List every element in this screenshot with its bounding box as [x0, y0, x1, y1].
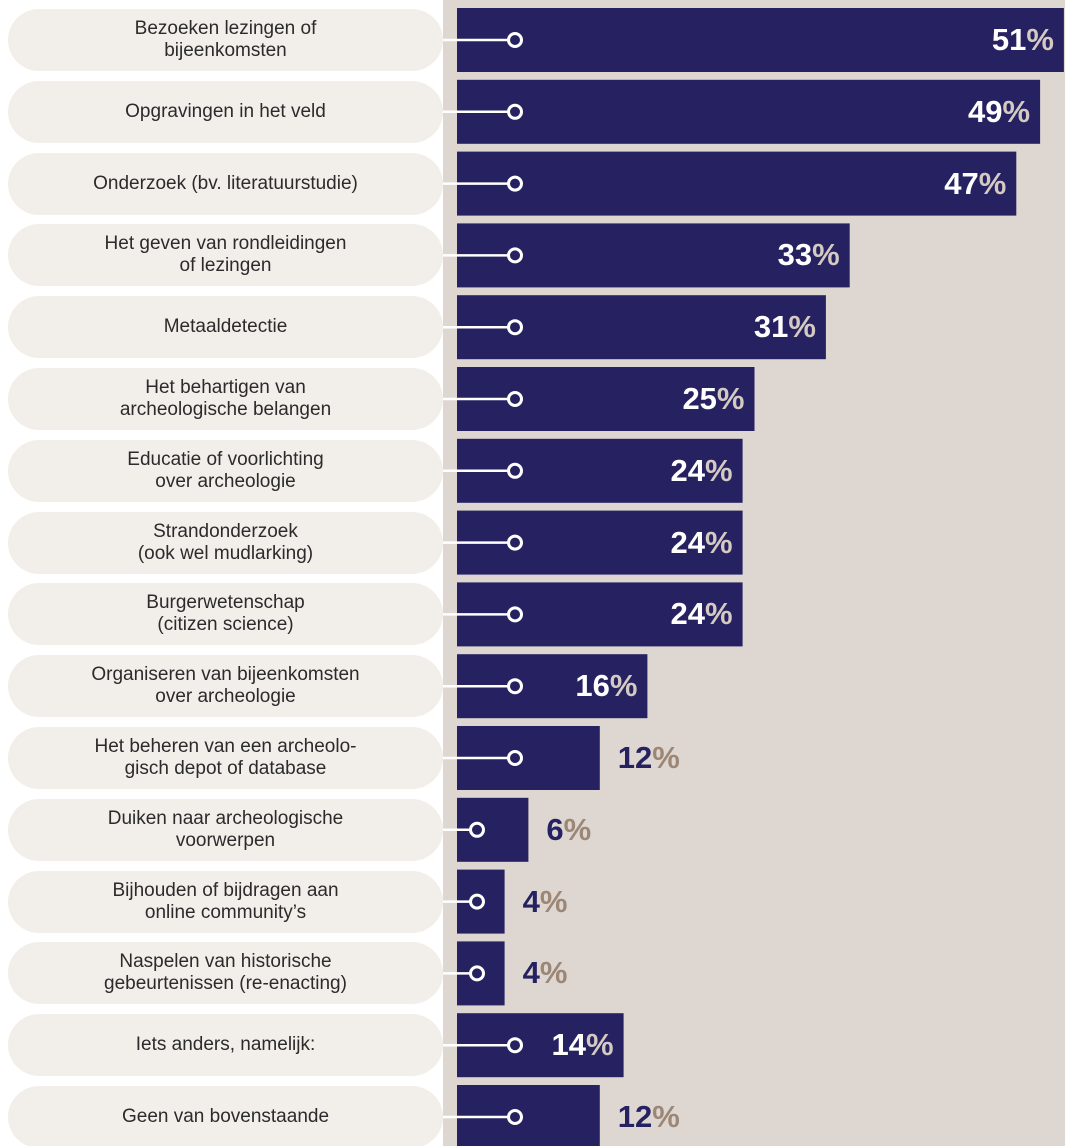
marker	[507, 32, 523, 48]
marker	[507, 678, 523, 695]
marker	[507, 103, 523, 120]
value-label: 6%	[546, 811, 592, 847]
marker	[507, 1037, 523, 1054]
marker	[507, 534, 523, 551]
marker	[469, 821, 485, 838]
category-label: Het behartigen van archeologische belang…	[8, 368, 443, 430]
marker	[507, 319, 523, 336]
bar	[457, 1085, 600, 1146]
marker	[507, 247, 523, 264]
category-label: Het geven van rondleidingen of lezingen	[8, 224, 443, 287]
value-label: 24%	[670, 524, 733, 560]
marker	[469, 893, 485, 910]
bar	[457, 8, 1064, 72]
value-label: 12%	[617, 740, 680, 775]
category-label: Naspelen van historische gebeurtenissen …	[8, 942, 443, 1005]
category-label: Strandonderzoek (ook wel mudlarking)	[8, 511, 443, 574]
value-label: 12%	[617, 1099, 680, 1134]
category-label: Geen van bovenstaande	[8, 1086, 443, 1146]
category-label: Duiken naar archeologische voorwerpen	[8, 798, 443, 861]
value-label: 24%	[670, 452, 733, 488]
category-label: Bezoeken lezingen of bijeenkomsten	[8, 9, 443, 71]
category-label: Het beheren van een archeolo- gisch depo…	[8, 727, 443, 789]
value-label: 4%	[522, 955, 568, 991]
category-label: Metaaldetectie	[8, 296, 443, 359]
marker	[507, 750, 523, 766]
marker	[507, 606, 523, 623]
category-label: Burgerwetenschap (citizen science)	[8, 583, 443, 646]
value-label: 24%	[670, 596, 733, 632]
marker	[507, 462, 523, 479]
value-label: 51%	[991, 22, 1054, 57]
value-label: 16%	[575, 668, 638, 704]
category-label: Onderzoek (bv. literatuurstudie)	[8, 152, 443, 215]
marker	[507, 175, 523, 192]
category-label: Educatie of voorlichting over archeologi…	[8, 439, 443, 502]
marker	[469, 965, 485, 982]
marker	[507, 1109, 523, 1125]
value-label: 31%	[753, 309, 816, 345]
category-label: Opgravingen in het veld	[8, 80, 443, 143]
value-label: 47%	[944, 165, 1007, 201]
value-label: 4%	[522, 883, 568, 919]
value-label: 49%	[968, 93, 1031, 129]
category-label: Bijhouden of bijdragen aan online commun…	[8, 870, 443, 933]
marker	[507, 391, 523, 407]
category-label: Organiseren van bijeenkomsten over arche…	[8, 655, 443, 718]
bar	[457, 79, 1041, 144]
value-label: 25%	[682, 381, 745, 416]
bar	[457, 151, 1017, 216]
value-label: 14%	[551, 1027, 614, 1063]
category-label: Iets anders, namelijk:	[8, 1014, 443, 1077]
value-label: 33%	[777, 237, 840, 273]
